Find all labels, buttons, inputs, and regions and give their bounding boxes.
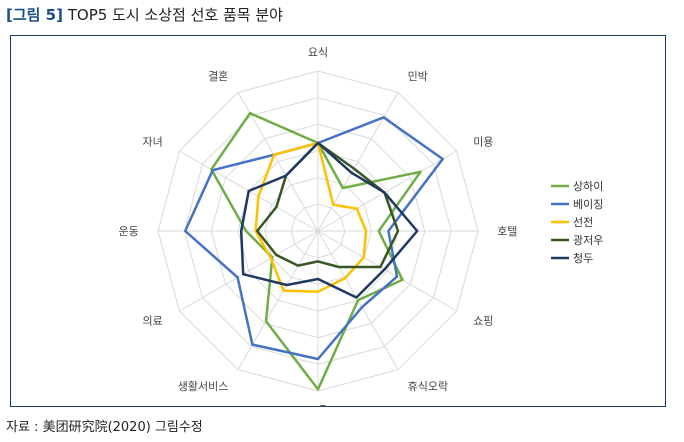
legend-label: 베이징 <box>573 198 603 211</box>
grid-spoke <box>317 92 399 232</box>
category-label: 결혼 <box>208 70 228 83</box>
category-label: 의료 <box>143 315 163 328</box>
grid-spoke <box>317 230 457 312</box>
category-label: 생활서비스 <box>178 379 229 393</box>
category-label: 교육 <box>308 404 328 406</box>
series-line <box>254 141 368 294</box>
category-label: 쇼핑 <box>473 315 493 328</box>
radar-grid <box>157 70 479 392</box>
radar-chart: 요식민박미용호텔쇼핑휴식오락교육 생활서비스 의료 운동 자녀 결혼상하이베이징선전광저우… <box>119 46 604 417</box>
series-line <box>239 141 419 299</box>
category-label: 호텔 <box>497 225 517 238</box>
figure-title: [그림 5] TOP5 도시 소상점 선호 품목 분야 <box>6 4 283 25</box>
category-label: 휴식오락 <box>408 380 448 393</box>
series-line <box>183 116 444 361</box>
series-lines <box>183 111 444 391</box>
category-label: 자녀 <box>143 135 163 148</box>
figure-title-text: TOP5 도시 소상점 선호 품목 분야 <box>67 6 283 24</box>
figure-source: 자료 : 美团研究院(2020) 그림수정 <box>6 420 203 435</box>
category-label: 미용 <box>473 135 493 148</box>
category-label: 요식 <box>308 46 328 59</box>
chart-frame: 요식민박미용호텔쇼핑휴식오락교육 생활서비스 의료 운동 자녀 결혼상하이베이징선전광저우… <box>10 35 666 417</box>
grid-spoke <box>179 230 319 312</box>
legend-label: 청두 <box>573 252 593 265</box>
legend-label: 선전 <box>573 216 593 229</box>
figure-tag: [그림 5] <box>6 6 63 24</box>
series-line <box>210 111 422 391</box>
legend-label: 광저우 <box>573 234 603 247</box>
category-label: 민박 <box>408 70 428 83</box>
grid-spoke <box>317 150 457 232</box>
legend-label: 상하이 <box>573 179 603 193</box>
grid-spoke <box>237 230 319 370</box>
grid-spoke <box>237 92 319 232</box>
category-label: 운동 <box>119 225 139 238</box>
